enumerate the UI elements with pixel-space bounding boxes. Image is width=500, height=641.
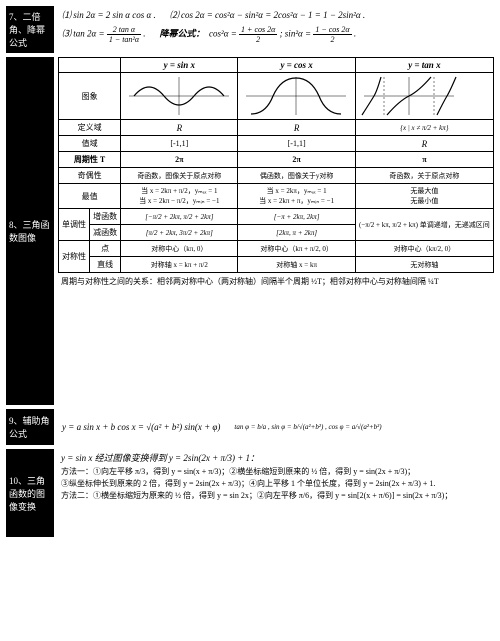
row-mono: 单调性 bbox=[59, 209, 90, 241]
row-range: 值域 bbox=[59, 136, 121, 152]
s10-m1b: ③纵坐标伸长到原来的 2 倍，得到 y = 2sin(2x + π/3)；④向上… bbox=[61, 478, 491, 490]
section8-tab: 8、三角函 数图像 bbox=[6, 57, 54, 405]
section9-tab: 9、辅助角公式 bbox=[6, 409, 54, 445]
section7-tab: 7、二倍角、降幂公式 bbox=[6, 6, 54, 53]
head-cos: y = cos x bbox=[238, 58, 355, 73]
s7-f1: ⑴ sin 2α = 2 sin α cos α . bbox=[62, 8, 156, 21]
trig-table: y = sin x y = cos x y = tan x 图象 定义域 R R… bbox=[58, 57, 494, 273]
section10-tab: 10、三角函数的图像变换 bbox=[6, 449, 54, 537]
row-period: 周期性 T bbox=[59, 152, 121, 168]
s9-tan: tan φ = b/a , sin φ = b/√(a²+b²) , cos φ… bbox=[234, 423, 381, 431]
s7-f3: ⑶ tan 2α = 2 tan α1 − tan²α . bbox=[62, 25, 146, 44]
head-tan: y = tan x bbox=[355, 58, 493, 73]
s10-m2: 方法二：①横坐标缩短为原来的 ½ 倍，得到 y = sin 2x；②向左平移 π… bbox=[61, 490, 491, 502]
graph-sin bbox=[121, 73, 238, 120]
head-sin: y = sin x bbox=[121, 58, 238, 73]
row-graph-label: 图象 bbox=[59, 73, 121, 120]
graph-cos bbox=[238, 73, 355, 120]
s8-note: 周期与对称性之间的关系：相邻两对称中心（两对称轴）间隔半个周期 ½T；相邻对称中… bbox=[58, 273, 494, 291]
graph-tan bbox=[355, 73, 493, 120]
s10-m1: 方法一：①向左平移 π/3，得到 y = sin(x + π/3)；②横坐标缩短… bbox=[61, 466, 491, 478]
row-extrema: 最值 bbox=[59, 184, 121, 209]
row-parity: 奇偶性 bbox=[59, 168, 121, 184]
row-symmetry: 对称性 bbox=[59, 241, 90, 273]
s7-f2: ⑵ cos 2α = cos²α − sin²α = 2cos²α − 1 = … bbox=[170, 8, 365, 21]
row-domain: 定义域 bbox=[59, 120, 121, 136]
s7-jiangmi: 降幂公式： cos²α = 1 + cos 2α2 ; sin²α = 1 − … bbox=[160, 25, 357, 44]
s9-main: y = a sin x + b cos x = √(a² + b²) sin(x… bbox=[62, 422, 220, 432]
s10-line0: y = sin x 经过图像变换得到 y = 2sin(2x + π/3) + … bbox=[61, 452, 491, 466]
